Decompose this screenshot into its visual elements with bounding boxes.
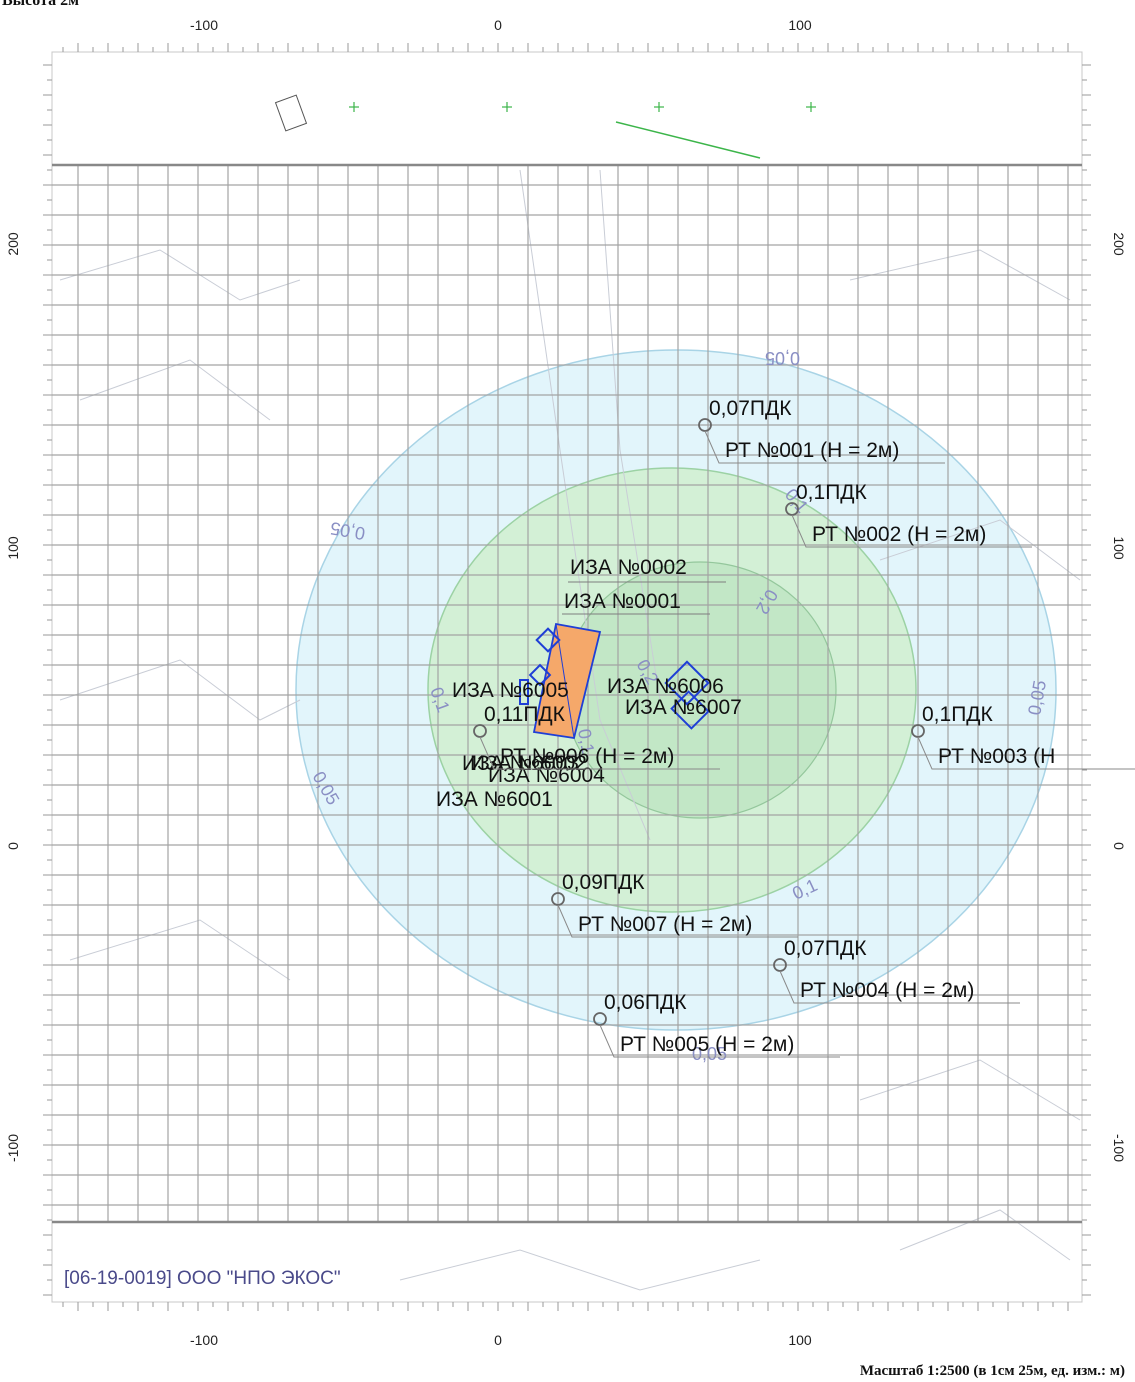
receptor-leader bbox=[599, 1024, 840, 1058]
source-label: ИЗА №6006 bbox=[607, 675, 724, 698]
x-tick-label: 0 bbox=[494, 17, 502, 33]
y-axis-labels-left: 200 100 0 -100 bbox=[5, 232, 21, 1162]
receptor-value: 0,06ПДК bbox=[604, 991, 687, 1014]
reference-crosses bbox=[349, 102, 816, 112]
scale-label: Масштаб 1:2500 (в 1см 25м, ед. изм.: м) bbox=[859, 1363, 1125, 1379]
x-tick-label: -100 bbox=[190, 17, 218, 33]
source-marker bbox=[535, 627, 561, 653]
receptor-name: РТ №006 (H = 2м) bbox=[500, 745, 674, 768]
source-marker bbox=[528, 663, 552, 687]
receptor-name: РТ №002 (H = 2м) bbox=[812, 523, 986, 546]
source-label: ИЗА №0002 bbox=[570, 556, 687, 579]
receptor-name: РТ №007 (H = 2м) bbox=[578, 913, 752, 936]
receptor-leader bbox=[917, 736, 1135, 770]
source-label: ИЗА №6004 bbox=[488, 764, 605, 787]
receptor-name: РТ №005 (H = 2м) bbox=[620, 1033, 794, 1056]
x-tick-label: -100 bbox=[190, 1332, 218, 1348]
receptor-name: РТ №001 (H = 2м) bbox=[725, 439, 899, 462]
receptor-leader bbox=[557, 904, 798, 938]
receptor-value: 0,07ПДК bbox=[709, 397, 792, 420]
contour-label: 0,05 bbox=[692, 1044, 727, 1064]
receptor-value: 0,1ПДК bbox=[922, 703, 994, 726]
x-tick-label: 0 bbox=[494, 1332, 502, 1348]
y-axis-labels-right: 200 100 0 -100 bbox=[1111, 232, 1127, 1162]
map-grid bbox=[52, 165, 1082, 1222]
contour-label: 0,1 bbox=[574, 727, 598, 755]
receptor-name: РТ №004 (H = 2м) bbox=[800, 979, 974, 1002]
x-axis-labels-top: -100 0 100 bbox=[190, 17, 812, 33]
contour-label: 0,05 bbox=[765, 348, 800, 368]
emission-sources bbox=[519, 581, 726, 740]
axis-ticks bbox=[43, 43, 1091, 1311]
receptor-value: 0,09ПДК bbox=[562, 871, 645, 894]
source-marker bbox=[519, 679, 529, 705]
x-tick-label: 100 bbox=[788, 1332, 812, 1348]
receptor-leader bbox=[479, 736, 720, 770]
receptor-value: 0,07ПДК bbox=[784, 937, 867, 960]
y-tick-label: 200 bbox=[1111, 232, 1127, 256]
y-tick-label: -100 bbox=[1111, 1134, 1127, 1162]
source-marker-6007 bbox=[670, 690, 710, 730]
source-labels: ИЗА №0002 ИЗА №0001 ИЗА №6005 ИЗА №6006 … bbox=[436, 556, 742, 811]
x-tick-label: 100 bbox=[788, 17, 812, 33]
copyright-label: [06-19-0019] ООО "НПО ЭКОС" bbox=[64, 1268, 341, 1289]
receptor-leader bbox=[704, 430, 945, 464]
source-label: ИЗА №6001 bbox=[436, 788, 553, 811]
receptor-value: 0,1ПДК bbox=[796, 481, 868, 504]
building-outline bbox=[274, 94, 308, 132]
receptor-value: 0,11ПДК bbox=[484, 703, 566, 726]
source-label: ИЗА №0001 bbox=[564, 590, 681, 613]
road-segment bbox=[615, 121, 761, 159]
receptor-leader bbox=[791, 514, 1032, 548]
source-marker-6006 bbox=[664, 660, 710, 706]
y-tick-label: 100 bbox=[5, 536, 21, 560]
y-tick-label: 200 bbox=[5, 232, 21, 256]
map-title: Высота 2м bbox=[2, 0, 80, 9]
receptor-name: РТ №003 (H bbox=[938, 745, 1055, 768]
source-label: ИЗА №6007 bbox=[625, 696, 742, 719]
source-edge bbox=[555, 623, 575, 739]
y-tick-label: 0 bbox=[5, 842, 21, 850]
y-tick-label: 0 bbox=[1111, 842, 1127, 850]
receptor-leader bbox=[779, 970, 1020, 1004]
x-axis-labels-bottom: -100 0 100 bbox=[190, 1332, 812, 1348]
y-tick-label: -100 bbox=[5, 1134, 21, 1162]
receptor-points: 0,07ПДК РТ №001 (H = 2м) 0,1ПДК РТ №002 (H … bbox=[473, 397, 1135, 1058]
y-tick-label: 100 bbox=[1111, 536, 1127, 560]
source-label: ИЗА №6005 bbox=[452, 679, 569, 702]
